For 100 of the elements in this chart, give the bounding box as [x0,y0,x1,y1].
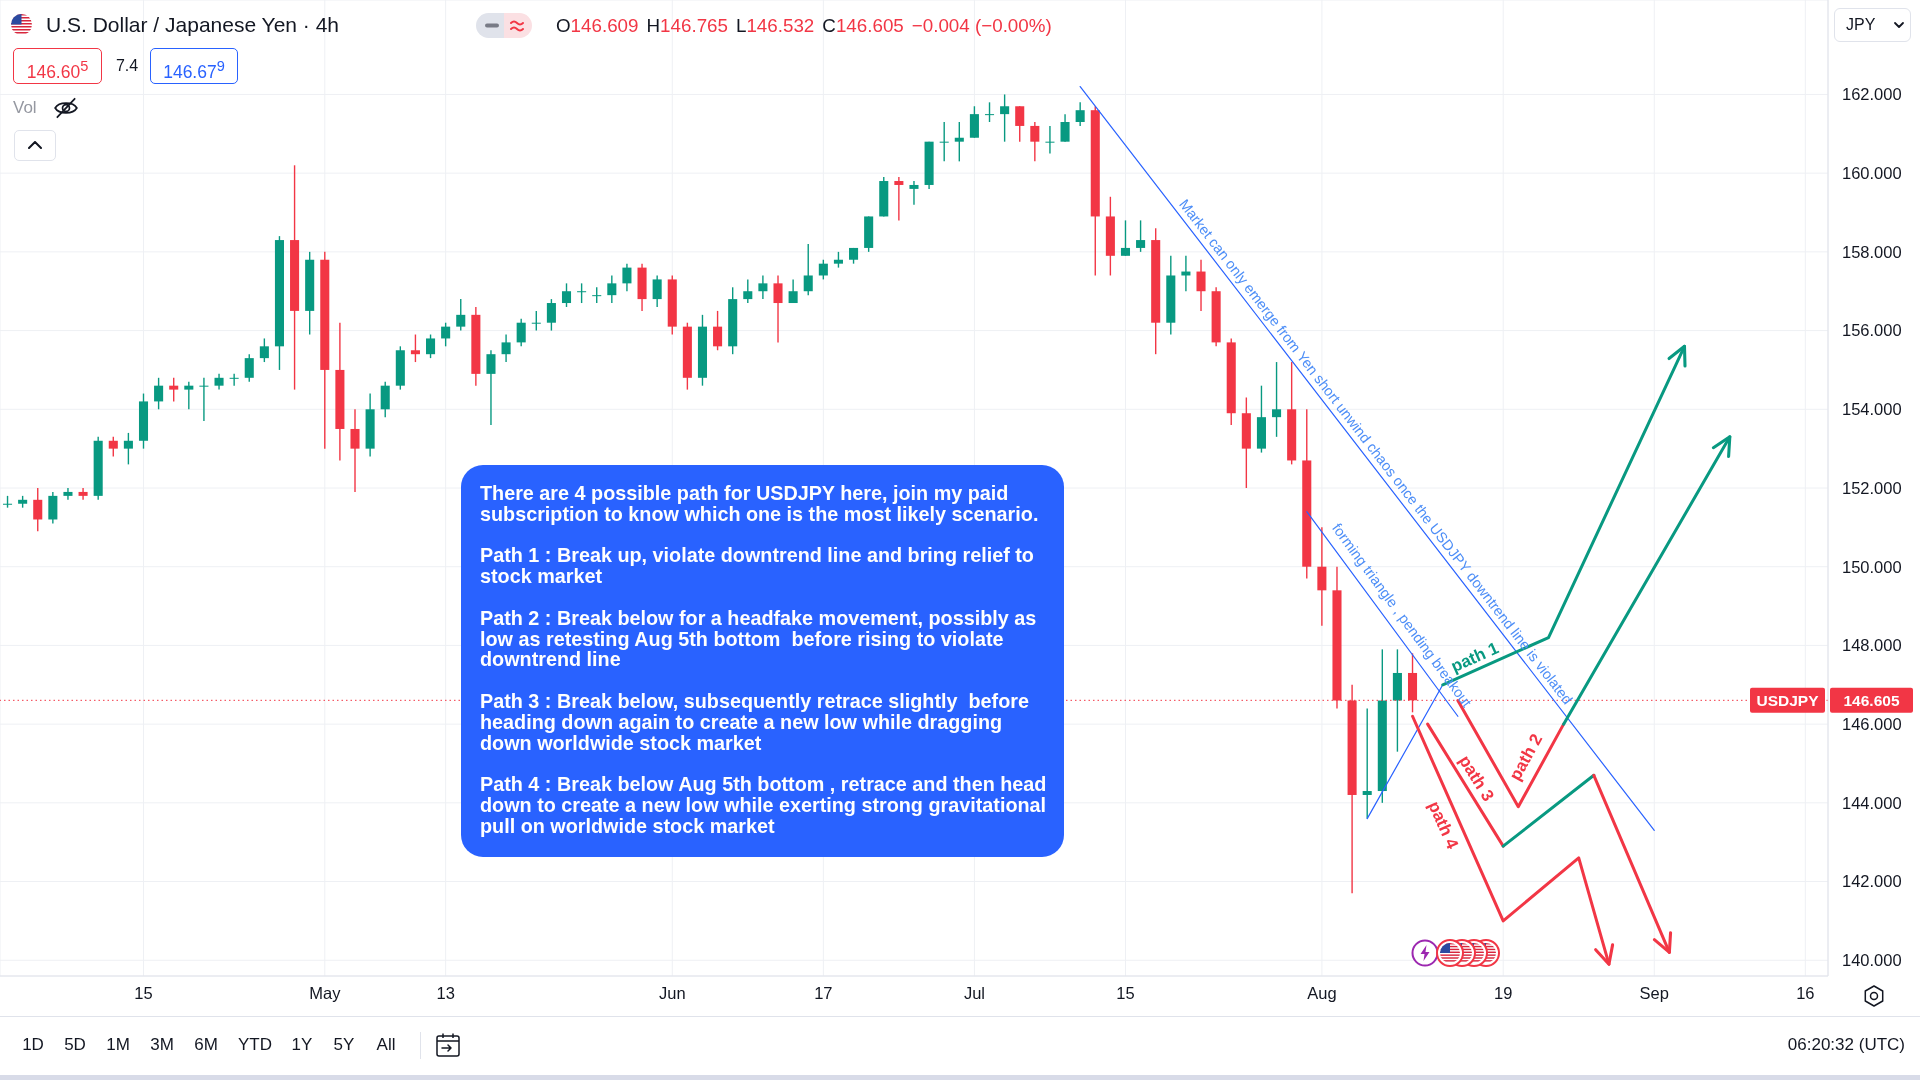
text: 06:20:32 (UTC) [1786,1034,1905,1056]
text: 5D [63,1034,87,1056]
annotation: O146.609 [556,15,639,36]
candlestick [78,487,88,501]
candlestick [743,278,753,304]
x-tick-label: 16 [1796,983,1815,1002]
candlestick [184,381,194,410]
text: All [375,1034,397,1056]
x-tick-label: 15 [134,983,153,1002]
candlestick [607,274,617,304]
y-tick-label: 154.000 [1842,400,1902,419]
candlestick [1136,219,1146,253]
annotation: Vol [13,97,37,119]
candlestick [169,377,179,403]
candlestick [63,487,73,501]
text: path 4 [1424,798,1463,853]
x-tick-label: Aug [1307,983,1337,1002]
candlestick [1362,707,1372,820]
x-tick-label: 17 [814,983,833,1002]
candlestick [909,180,919,206]
candlestick [546,298,556,332]
y-tick-label: 160.000 [1842,164,1902,183]
annotation: −0.004 (−0.00%) [911,14,1052,38]
candlestick [516,318,526,348]
y-tick-label: 148.000 [1842,636,1902,655]
x-tick-label: Jun [658,983,686,1002]
y-tick-label: 150.000 [1842,557,1902,576]
text: 5Y [332,1034,356,1056]
candlestick [486,349,496,426]
annotation: 146.67$^{9}$ [150,48,238,84]
candlestick [244,353,254,383]
candlestick [954,121,964,163]
annotation: C146.605 [822,15,904,36]
candlestick [1030,121,1040,163]
text: 1Y [290,1034,314,1056]
candlestick [1317,526,1327,627]
candlestick [758,274,768,300]
annotation: 7.4 [114,56,140,76]
candlestick [1075,101,1085,127]
y-tick-label: 158.000 [1842,242,1902,261]
candlestick [561,282,572,308]
candlestick [894,176,904,222]
y-tick-label: 144.000 [1842,793,1902,812]
annotation: 146.60$^{5}$ [13,48,102,84]
candlestick [939,121,949,163]
candlestick [48,491,58,525]
candlestick [1000,93,1010,143]
text: 3M [149,1034,175,1056]
x-tick-label: 19 [1494,983,1513,1002]
candlestick [123,432,133,466]
y-tick-label: 140.000 [1842,951,1902,970]
candlestick [501,333,511,363]
x-tick-label: Jul [963,983,985,1002]
ref-line-label: USDJPY [1756,691,1820,709]
y-tick-label: 152.000 [1842,478,1902,497]
text: 1M [105,1034,131,1056]
candlestick [1120,219,1131,257]
annotation: Path 2 : Break below for a headfake movement, possibly as low as retesting Aug 5th bottom before rising to violate downtrend line [480,606,1038,671]
candlestick [350,408,360,493]
candlestick [108,436,118,458]
candlestick [652,274,662,308]
candlestick [456,298,466,332]
candlestick [410,333,420,363]
x-tick-label: 13 [436,983,455,1002]
annotation: Path 4 : Break below Aug 5th bottom , retrace and then head down to create a new low while exerting strong gravitational pull on worldwide stock market [480,773,1048,837]
candlestick [259,337,269,363]
candlestick [1272,361,1282,438]
candlestick [1015,105,1025,143]
text: U.S. Dollar / Japanese Yen · 4h [46,12,340,38]
annotation: Path 3 : Break below, subsequently retrace slightly before heading down again to create a new low while dragging down worldwide stock market [480,689,1030,754]
candlestick [154,377,164,410]
candlestick [577,282,587,304]
candlestick [380,381,390,418]
candlestick [531,310,541,332]
candlestick [773,274,783,344]
y-tick-label: 156.000 [1842,321,1902,340]
candlestick [1045,125,1055,155]
y-tick-label: 142.000 [1842,872,1902,891]
candlestick [622,262,632,292]
candlestick [713,310,723,351]
candlestick [229,373,239,387]
candlestick [1060,113,1070,143]
annotation: Path 1 : Break up, violate downtrend line and bring relief to stock market [480,544,1035,588]
candlestick [426,333,436,359]
annotation: L146.532 [735,15,815,36]
dropdown: JPY [1834,8,1911,42]
annotation: H146.765 [646,15,728,36]
candlestick [984,101,995,123]
text: path 2 [1505,730,1547,784]
text: 6M [193,1034,219,1056]
y-tick-label: 146.000 [1842,714,1902,733]
text: YTD [237,1034,273,1056]
candlestick [199,377,209,422]
candlestick [803,243,813,296]
text: 1D [21,1034,45,1056]
candlestick [33,487,43,532]
annotation: There are 4 possible path for USDJPY here, join my paid subscription to know which one is the most likely scenario. [480,482,1040,525]
candlestick [1196,259,1206,312]
x-tick-label: May [309,983,342,1002]
y-tick-label: 162.000 [1842,85,1902,104]
